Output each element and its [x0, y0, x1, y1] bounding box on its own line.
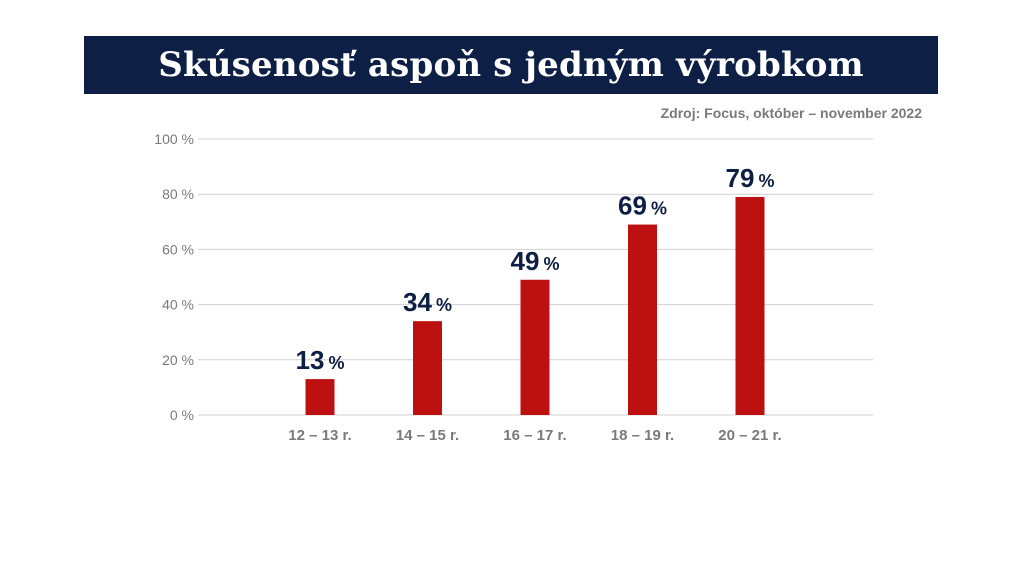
y-tick-label: 100 %: [154, 131, 194, 147]
data-label-value: 69: [618, 191, 647, 221]
y-tick-label: 20 %: [162, 352, 194, 368]
data-label: 69%: [618, 191, 667, 221]
bar: [628, 224, 657, 415]
bar: [520, 279, 550, 415]
x-tick-label: 18 – 19 r.: [611, 427, 674, 444]
x-tick-label: 12 – 13 r.: [288, 427, 351, 444]
source-note: Zdroj: Focus, október – november 2022: [660, 105, 922, 121]
x-tick-label: 16 – 17 r.: [503, 427, 566, 444]
y-tick-label: 80 %: [162, 186, 194, 202]
title-bar: Skúsenosť aspoň s jedným výrobkom: [84, 36, 938, 94]
data-label-value: 49: [511, 246, 540, 276]
bar: [305, 379, 335, 415]
data-label: 13%: [296, 345, 345, 375]
data-label: 49%: [511, 246, 560, 276]
y-tick-label: 40 %: [162, 297, 194, 313]
y-tick-label: 60 %: [162, 241, 194, 257]
data-label-unit: %: [758, 171, 774, 191]
data-label: 79%: [726, 163, 775, 193]
chart-title: Skúsenosť aspoň s jedným výrobkom: [158, 45, 864, 85]
data-label-unit: %: [543, 254, 559, 274]
bar: [413, 321, 442, 415]
bar: [735, 196, 765, 415]
data-label-unit: %: [651, 199, 667, 219]
data-label-value: 79: [726, 163, 755, 193]
data-label-value: 34: [403, 287, 432, 317]
x-tick-label: 20 – 21 r.: [718, 427, 781, 444]
y-tick-label: 0 %: [170, 407, 194, 423]
x-tick-label: 14 – 15 r.: [396, 427, 459, 444]
data-label: 34%: [403, 287, 452, 317]
data-label-unit: %: [328, 353, 344, 373]
data-label-unit: %: [436, 295, 452, 315]
data-label-value: 13: [296, 345, 325, 375]
